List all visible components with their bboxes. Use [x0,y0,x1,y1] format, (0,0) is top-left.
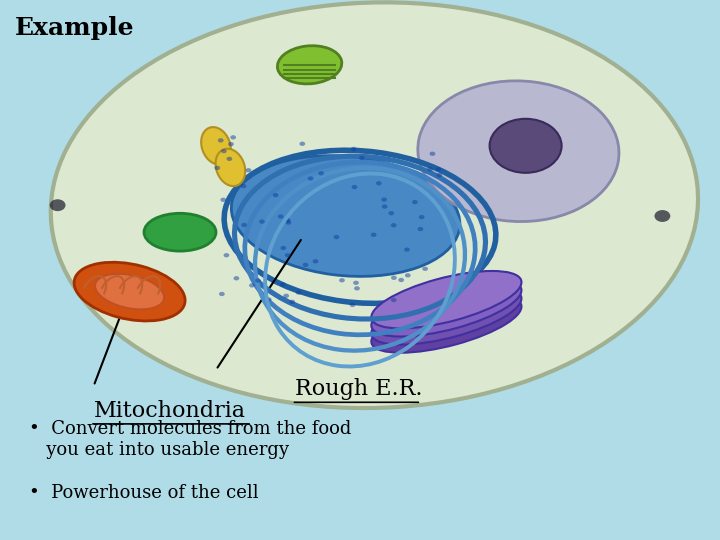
Ellipse shape [391,275,397,280]
Ellipse shape [220,198,226,202]
Ellipse shape [144,213,216,251]
Ellipse shape [273,193,279,197]
Ellipse shape [240,184,246,188]
Ellipse shape [249,284,255,288]
Ellipse shape [371,233,377,237]
Ellipse shape [266,298,271,302]
Ellipse shape [654,210,670,222]
Ellipse shape [372,287,521,345]
Ellipse shape [419,215,425,219]
Ellipse shape [280,282,286,287]
Ellipse shape [223,253,229,258]
Ellipse shape [351,147,356,151]
Ellipse shape [300,141,305,146]
Ellipse shape [382,204,387,208]
Ellipse shape [418,227,423,231]
Ellipse shape [372,279,521,336]
Ellipse shape [50,199,66,211]
Text: •  Convert molecules from the food
   you eat into usable energy: • Convert molecules from the food you ea… [29,420,351,459]
Ellipse shape [430,152,436,156]
Ellipse shape [312,259,318,264]
Ellipse shape [398,278,404,282]
Ellipse shape [381,198,387,202]
Ellipse shape [296,291,302,295]
Ellipse shape [436,167,441,171]
Ellipse shape [372,295,521,353]
Ellipse shape [302,262,308,267]
Ellipse shape [376,181,382,185]
Text: •  Powerhouse of the cell: • Powerhouse of the cell [29,484,258,502]
Ellipse shape [285,253,291,258]
Ellipse shape [228,142,234,146]
Ellipse shape [259,219,265,224]
Ellipse shape [418,81,619,221]
Ellipse shape [241,223,247,227]
Ellipse shape [95,274,164,309]
Ellipse shape [280,246,286,250]
Ellipse shape [289,300,295,304]
Ellipse shape [278,214,284,219]
Ellipse shape [318,171,324,176]
Ellipse shape [227,157,233,161]
Ellipse shape [201,127,231,165]
Ellipse shape [221,149,227,153]
Ellipse shape [359,156,365,160]
Ellipse shape [350,303,356,307]
Ellipse shape [285,218,291,222]
Ellipse shape [218,138,224,143]
Ellipse shape [307,177,313,181]
Ellipse shape [422,267,428,271]
Ellipse shape [51,2,698,408]
Ellipse shape [283,218,289,222]
Text: Mitochondria: Mitochondria [94,400,246,422]
Ellipse shape [215,148,246,186]
Ellipse shape [428,167,433,171]
Ellipse shape [436,173,442,177]
Ellipse shape [388,211,394,215]
Ellipse shape [353,281,359,285]
Ellipse shape [404,247,410,252]
Ellipse shape [351,185,357,189]
Ellipse shape [372,271,521,328]
Ellipse shape [286,220,292,225]
Ellipse shape [412,200,418,204]
Text: Example: Example [14,16,134,40]
Ellipse shape [255,278,261,282]
Ellipse shape [233,276,239,280]
Ellipse shape [405,273,410,278]
Ellipse shape [219,292,225,296]
Ellipse shape [277,46,342,84]
Ellipse shape [354,286,360,291]
Ellipse shape [246,168,251,172]
Ellipse shape [339,278,345,282]
Ellipse shape [391,298,397,302]
Ellipse shape [230,135,236,139]
Ellipse shape [231,156,460,276]
Ellipse shape [490,119,562,173]
Text: Rough E.R.: Rough E.R. [295,378,423,400]
Ellipse shape [283,294,289,298]
Ellipse shape [391,223,397,227]
Ellipse shape [74,262,185,321]
Ellipse shape [333,235,339,239]
Ellipse shape [215,166,220,170]
